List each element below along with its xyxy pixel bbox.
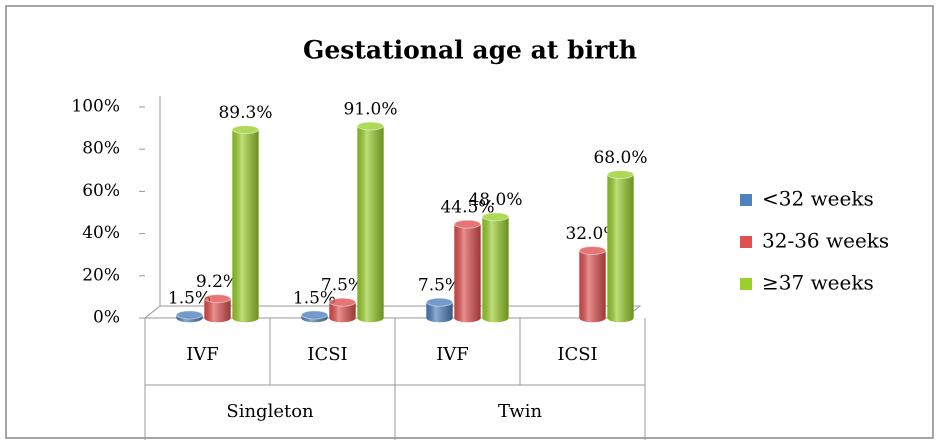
x-tick-label: ICSI — [307, 344, 347, 365]
x-tick-label: IVF — [436, 344, 469, 365]
value-label: 91.0% — [343, 99, 397, 119]
bar-shade — [176, 314, 203, 322]
legend-label: <32 weeks — [762, 187, 874, 211]
bar-top — [301, 310, 328, 320]
bar-shade — [232, 129, 259, 322]
bar-top — [329, 297, 356, 307]
value-label: 48.0% — [468, 190, 522, 210]
bar-shade — [579, 250, 606, 322]
bar-shade — [454, 224, 481, 322]
bar-top — [426, 297, 453, 307]
y-tick-label: 40% — [82, 223, 120, 243]
bar-top — [357, 121, 384, 131]
bar-top — [204, 294, 231, 304]
value-label: 68.0% — [593, 148, 647, 168]
bar-top — [607, 170, 634, 180]
x-tick-label: ICSI — [557, 344, 597, 365]
bar-shade — [426, 302, 453, 322]
bar-top — [232, 125, 259, 135]
group-label: Twin — [498, 401, 543, 422]
bar-top — [579, 245, 606, 255]
legend-swatch — [740, 194, 752, 206]
bar-top — [482, 212, 509, 222]
bar-shade — [329, 302, 356, 322]
chart-title: Gestational age at birth — [303, 36, 637, 65]
value-label: 1.5% — [168, 288, 211, 308]
bar-shade — [607, 174, 634, 322]
value-label: 9.2% — [196, 272, 239, 292]
y-tick-label: 20% — [82, 265, 120, 285]
y-tick-label: 80% — [82, 139, 120, 159]
value-label: 89.3% — [218, 103, 272, 123]
bar-shade — [357, 125, 384, 323]
x-tick-label: IVF — [186, 344, 219, 365]
value-label: 32.0% — [565, 224, 619, 244]
value-label: 7.5% — [321, 276, 364, 296]
y-tick-label: 100% — [71, 97, 120, 117]
legend-swatch — [740, 278, 752, 290]
legend-swatch — [740, 236, 752, 248]
bar-shade — [301, 314, 328, 322]
value-label: 44.5% — [440, 198, 494, 218]
value-label: 7.5% — [418, 276, 461, 296]
bar-top — [454, 219, 481, 229]
y-tick-label: 0% — [93, 308, 120, 328]
y-tick-label: 60% — [82, 181, 120, 201]
group-label: Singleton — [226, 401, 314, 422]
legend-label: 32-36 weeks — [762, 229, 889, 253]
bar-shade — [204, 298, 231, 322]
value-label: 1.5% — [293, 288, 336, 308]
bar-shade — [482, 216, 509, 322]
legend-label: ≥37 weeks — [762, 271, 874, 295]
bar-top — [176, 310, 203, 320]
